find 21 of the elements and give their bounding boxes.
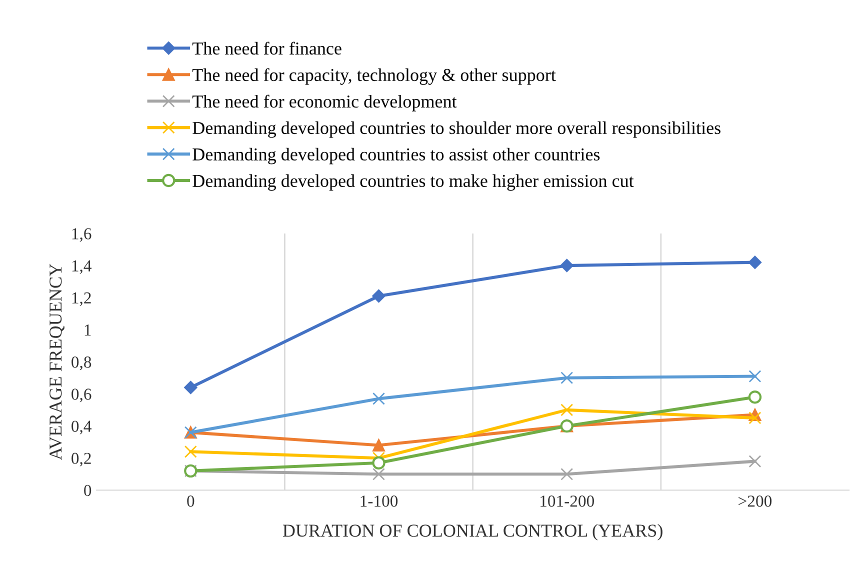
x-tick-label: 101-200	[540, 496, 594, 507]
y-tick-label: 0,2	[72, 452, 91, 466]
legend-label: Demanding developed countries to make higher emission cut	[192, 174, 634, 191]
legend-label: The need for finance	[192, 42, 342, 55]
y-tick-label: 0	[84, 484, 92, 496]
y-tick-label: 1,4	[72, 260, 92, 274]
y-tick-label: 1,2	[72, 292, 91, 306]
y-tick-label: 0,6	[72, 388, 92, 402]
y-tick-label: 0,8	[72, 356, 92, 370]
y-tick-label: 0,4	[72, 420, 92, 434]
y-axis-title: AVERAGE FREQUENCY	[50, 264, 64, 460]
x-tick-label: 0	[187, 496, 194, 507]
x-tick-label: 1-100	[360, 496, 398, 507]
legend-label: Demanding developed countries to assist other countries	[192, 148, 600, 164]
x-tick-label: >200	[738, 496, 772, 507]
legend-label: The need for capacity, technology & other support	[192, 68, 556, 85]
legend-label: The need for economic development	[192, 94, 457, 112]
x-axis-title: DURATION OF COLONIAL CONTROL (YEARS)	[282, 524, 662, 540]
y-tick-label: 1	[84, 324, 91, 336]
legend-label: Demanding developed countries to shoulder more overall responsibilities	[192, 121, 720, 138]
y-tick-label: 1,6	[72, 228, 92, 242]
